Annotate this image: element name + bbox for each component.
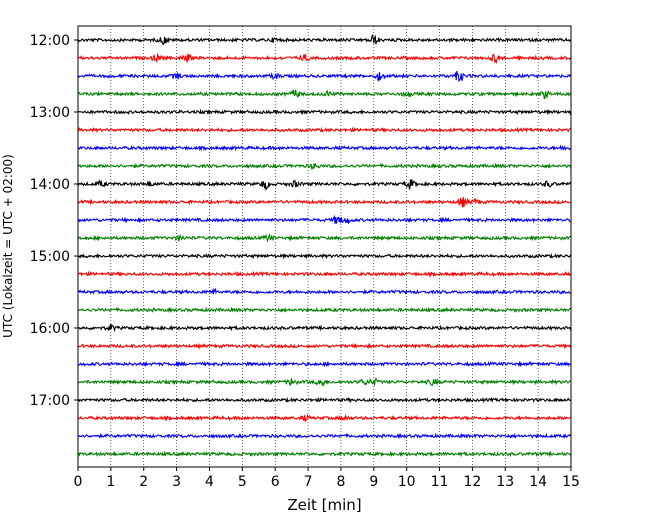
x-axis-ticks: 0 1 2 3 4 5 6 7 8 9 10 11 12 13 14 15 <box>74 467 580 490</box>
trace-1700 <box>77 396 572 404</box>
trace-1630 <box>77 360 572 368</box>
y-tick-label: 15:00 <box>30 249 70 265</box>
x-tick-label: 4 <box>205 474 214 490</box>
trace-1200 <box>77 33 572 46</box>
trace-1400 <box>77 179 572 191</box>
x-axis-title: Zeit [min] <box>287 496 361 514</box>
x-tick-label: 12 <box>463 474 481 490</box>
plot-frame <box>77 25 572 468</box>
trace-1730 <box>77 432 572 440</box>
trace-1745 <box>77 450 572 458</box>
y-tick-label: 13:00 <box>30 105 70 121</box>
trace-1245 <box>77 89 572 100</box>
x-tick-label: 1 <box>106 474 115 490</box>
trace-1500 <box>77 252 572 260</box>
y-tick-label: 14:00 <box>30 177 70 193</box>
trace-1645 <box>77 377 572 387</box>
trace-lines <box>77 33 572 458</box>
x-tick-label: 3 <box>172 474 181 490</box>
y-tick-label: 12:00 <box>30 33 70 49</box>
trace-1615 <box>77 342 572 350</box>
x-tick-label: 5 <box>238 474 247 490</box>
trace-1600 <box>77 323 572 333</box>
trace-1215 <box>77 52 572 65</box>
trace-1230 <box>77 70 572 83</box>
x-tick-label: 7 <box>304 474 313 490</box>
x-tick-label: 13 <box>496 474 514 490</box>
trace-1415 <box>77 196 572 208</box>
trace-1330 <box>77 144 572 152</box>
trace-1530 <box>77 287 572 296</box>
trace-1715 <box>77 413 572 423</box>
y-tick-label: 17:00 <box>30 393 70 409</box>
x-tick-label: 15 <box>562 474 580 490</box>
x-tick-label: 8 <box>336 474 345 490</box>
x-tick-label: 10 <box>398 474 416 490</box>
trace-1430 <box>77 214 572 224</box>
x-tick-label: 0 <box>74 474 83 490</box>
y-axis-ticks: 12:00 13:00 14:00 15:00 16:00 17:00 <box>30 33 78 409</box>
x-tick-label: 14 <box>529 474 547 490</box>
trace-1545 <box>77 306 572 313</box>
x-tick-label: 11 <box>431 474 449 490</box>
x-tick-label: 2 <box>139 474 148 490</box>
x-tick-label: 9 <box>369 474 378 490</box>
x-tick-label: 6 <box>271 474 280 490</box>
trace-1300 <box>77 108 572 116</box>
trace-1445 <box>77 232 572 243</box>
trace-1315 <box>77 126 572 134</box>
trace-1345 <box>77 162 572 171</box>
trace-1515 <box>77 270 572 278</box>
y-tick-label: 16:00 <box>30 321 70 337</box>
y-axis-title: UTC (Lokalzeit = UTC + 02:00) <box>1 154 15 338</box>
